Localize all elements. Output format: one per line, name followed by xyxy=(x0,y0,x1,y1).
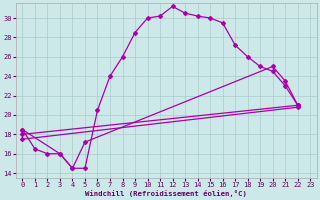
X-axis label: Windchill (Refroidissement éolien,°C): Windchill (Refroidissement éolien,°C) xyxy=(85,190,247,197)
